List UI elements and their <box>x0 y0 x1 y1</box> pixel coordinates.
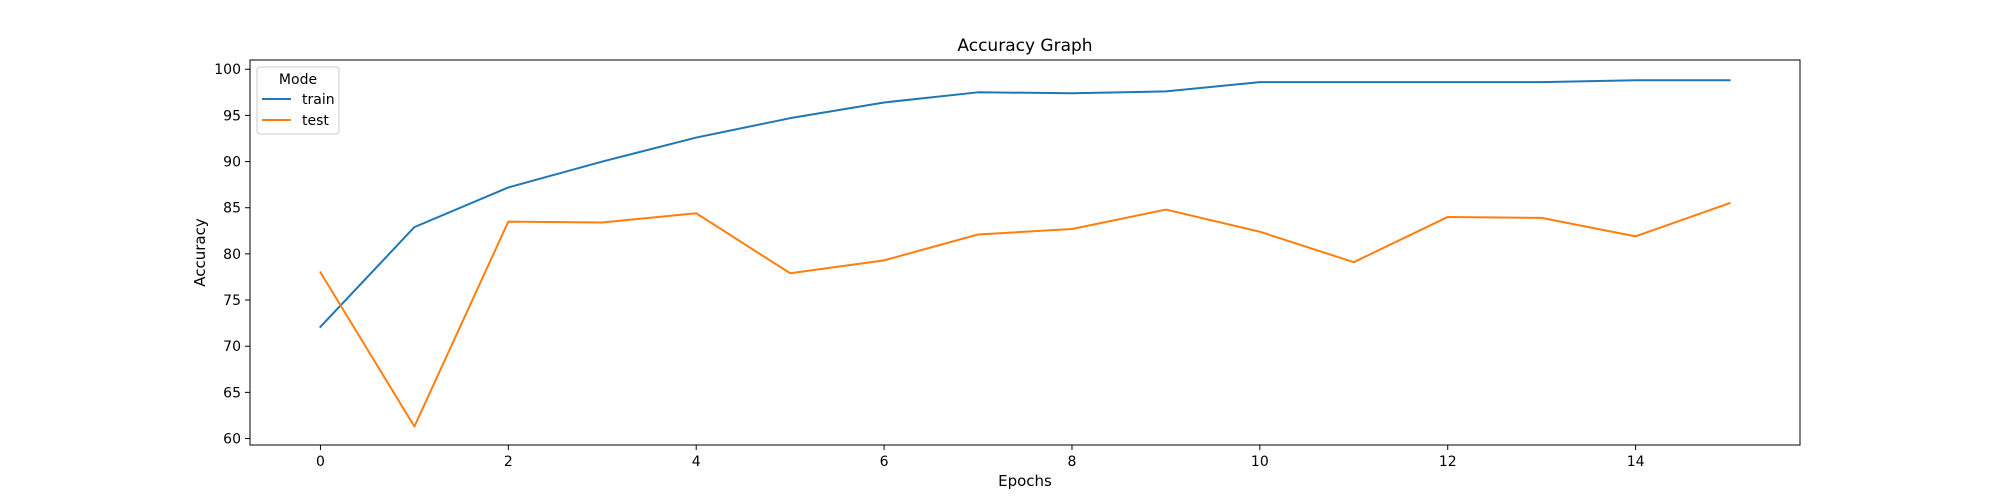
legend-label-test: test <box>302 113 329 129</box>
series-line-train <box>319 79 1731 329</box>
legend: Mode train test <box>256 66 340 135</box>
y-tick-label: 75 <box>223 293 241 309</box>
y-tick-label: 95 <box>223 108 241 124</box>
y-tick-label: 85 <box>223 201 241 217</box>
x-tick-label: 4 <box>692 454 701 470</box>
y-tick-label: 90 <box>223 155 241 171</box>
y-tick-label: 100 <box>214 62 241 78</box>
x-tick-label: 8 <box>1068 454 1077 470</box>
legend-title: Mode <box>279 72 317 88</box>
x-tick-label: 14 <box>1627 454 1645 470</box>
x-axis-label: Epochs <box>998 472 1052 490</box>
y-tick-label: 70 <box>223 339 241 355</box>
x-axis-ticks: 0 2 4 6 8 10 12 14 <box>316 445 1645 470</box>
x-tick-label: 10 <box>1251 454 1269 470</box>
y-axis-label: Accuracy <box>191 218 209 287</box>
x-tick-label: 2 <box>504 454 513 470</box>
chart-title: Accuracy Graph <box>957 36 1092 56</box>
legend-box <box>256 66 340 135</box>
x-tick-label: 6 <box>880 454 889 470</box>
y-tick-label: 65 <box>223 385 241 401</box>
x-tick-label: 12 <box>1439 454 1457 470</box>
y-tick-label: 80 <box>223 247 241 263</box>
y-tick-label: 60 <box>223 432 241 448</box>
series-line-test <box>319 201 1731 428</box>
plot-lines <box>319 79 1731 428</box>
legend-entries: train test <box>262 92 335 129</box>
legend-label-train: train <box>302 92 335 108</box>
y-axis-ticks: 60 65 70 75 80 85 90 95 100 <box>214 62 250 448</box>
plot-frame <box>249 59 1801 446</box>
x-tick-label: 0 <box>316 454 325 470</box>
